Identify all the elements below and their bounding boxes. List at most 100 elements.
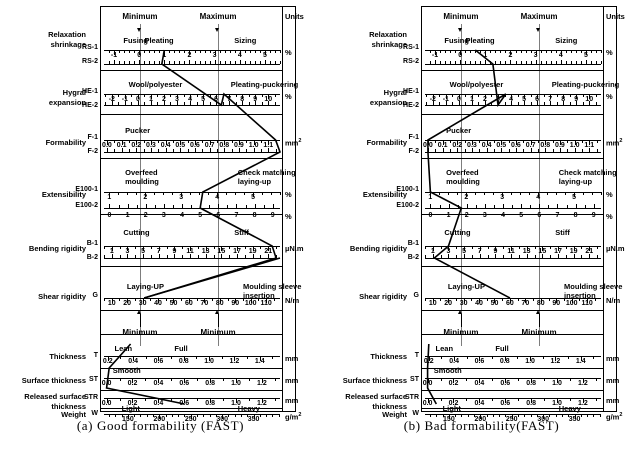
row-rs-1-label: Relaxation shrinkage (2, 30, 86, 49)
row-separator (421, 214, 603, 215)
row-rs-1-code-2: RS-2 (403, 58, 419, 65)
row-rs-1-tick-minor (500, 50, 502, 53)
row-e100-1-tick-minor (244, 192, 246, 195)
row-b-1-2-tick-major (464, 253, 466, 258)
row-f-1-2-tick-minor (596, 149, 598, 152)
row-rs-1-tick-major (560, 50, 562, 55)
row-he-1-2-tick-major (524, 100, 526, 105)
row-st-tick-minor (518, 378, 520, 381)
row-e100-1-tick-label: 1 (107, 194, 112, 201)
row-he-1-2-tick-minor (556, 102, 558, 105)
row-g-tick-major (571, 298, 573, 303)
row-e100-1-tick-minor (601, 192, 602, 195)
row-w-tick-minor (228, 414, 230, 417)
guide-arrow-stem (460, 314, 462, 327)
row-rs-1-2-tick-minor (565, 61, 567, 64)
row-e100-1-2-tick-major (272, 203, 274, 208)
row-t-tick-minor (568, 356, 570, 359)
row-g-tick-minor (502, 298, 504, 301)
row-b-1-2-tick-minor (597, 255, 599, 258)
row-rs-1-2-tick-minor (179, 61, 181, 64)
guide-arrow-up (458, 310, 463, 314)
row-st-tick-minor (569, 378, 571, 381)
row-he-1-axis (425, 94, 601, 95)
row-b-1-tick-minor (119, 246, 121, 249)
row-b-1-2-tick-minor (534, 255, 536, 258)
row-w-tick-minor (266, 414, 268, 417)
row-g-tick-label: 100 (244, 300, 257, 307)
row-str-tick-label: 0.6 (500, 400, 511, 407)
row-rs-1-2-tick-minor (159, 61, 161, 64)
row-separator (421, 114, 603, 115)
row-e100-1-2-tick-minor (584, 205, 586, 208)
row-b-1-tick-minor (487, 246, 489, 249)
row-rs-1-2-tick-minor (109, 61, 111, 64)
row-rs-1-tick-minor (455, 50, 457, 53)
row-f-1-tick-minor (260, 140, 262, 143)
row-f-1-label-line1: Formability (45, 138, 86, 147)
row-w-tick-minor (165, 414, 167, 417)
row-he-1-2-tick-major (150, 100, 152, 105)
row-rs-1-2-tick-major (460, 59, 462, 64)
row-t-tick-minor (441, 356, 443, 359)
row-st-tick-major (236, 378, 237, 383)
row-f-1-2-tick-minor (231, 149, 233, 152)
row-w-tick-minor (555, 414, 557, 417)
row-b-1-2-tick-major (448, 253, 450, 258)
row-t-tick-label: 0.6 (474, 358, 485, 365)
row-e100-1-unit: % (606, 190, 613, 199)
row-g-tick-minor (134, 298, 136, 301)
row-e100-1-2-tick-label: 3 (161, 212, 166, 219)
row-he-1-2-tick-major (511, 100, 513, 105)
row-f-1-tick-minor (158, 140, 160, 143)
row-g-tick-minor (119, 298, 121, 301)
row-t-zone: Lean (114, 344, 133, 353)
row-t-tick-major (530, 356, 532, 361)
row-str-tick-minor (466, 398, 468, 401)
row-rs-1-2-tick-minor (575, 61, 577, 64)
row-he-1-2-tick-major (242, 100, 244, 105)
row-st-tick-label: 0.2 (127, 380, 138, 387)
row-rs-1-2-tick-minor (144, 61, 146, 64)
row-separator (100, 266, 282, 267)
row-b-1-tick-minor (581, 246, 583, 249)
row-st-tick-minor (145, 378, 147, 381)
row-f-1-2-tick-major (457, 147, 459, 152)
row-b-1-2-tick-minor (182, 255, 184, 258)
row-e100-1-2-tick-major (448, 203, 450, 208)
row-e100-1-tick-minor (565, 192, 567, 195)
row-f-1-tick-minor (143, 140, 145, 143)
row-he-1-2-tick-major (203, 100, 205, 105)
row-f-1-2-tick-major (268, 147, 270, 152)
row-e100-1-2-tick-minor (172, 205, 174, 208)
row-str-tick-major (582, 398, 584, 403)
row-e100-1-tick-label: 5 (572, 194, 576, 201)
row-e100-1-tick-label: 2 (464, 194, 469, 201)
row-f-1-tick-minor (216, 140, 218, 143)
row-e100-1-2-tick-label: 9 (270, 212, 275, 219)
row-st-tick-major (453, 378, 455, 383)
units-header: Units (606, 12, 625, 21)
row-rs-1-tick-minor (555, 50, 557, 53)
row-he-1-2-tick-major (458, 100, 460, 105)
row-t-tick-major (209, 356, 211, 361)
row-b-1-2-tick-minor (135, 255, 137, 258)
row-rs-1-2-tick-minor (119, 61, 121, 64)
row-he-1-tick-label: 5 (522, 96, 527, 103)
row-st-unit: mm (606, 376, 620, 385)
row-he-1-2-tick-minor (504, 102, 506, 105)
row-t-tick-label: 1.0 (525, 358, 535, 365)
row-separator (421, 70, 603, 71)
row-f-1-tick-label: 1.0 (569, 142, 580, 149)
row-t-tick-minor (221, 356, 223, 359)
row-rs-1-tick-minor (590, 50, 592, 53)
row-w-tick-minor (234, 414, 236, 417)
row-b-1-tick-minor (534, 246, 536, 249)
row-rs-1-tick-minor (430, 50, 432, 53)
row-rs-1-2-tick-minor (515, 61, 517, 64)
row-separator (100, 390, 282, 391)
row-e100-1-2-tick-minor (457, 205, 459, 208)
row-b-1-2-tick-minor (503, 255, 505, 258)
row-f-1-2-tick-minor (202, 149, 204, 152)
row-he-1-tick-major (111, 94, 113, 99)
